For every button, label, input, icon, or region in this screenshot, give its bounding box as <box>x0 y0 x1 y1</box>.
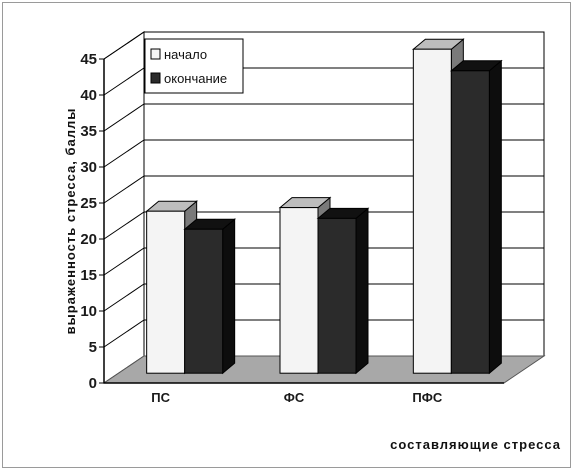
y-tick-label: 35 <box>80 123 97 140</box>
y-tick-label: 40 <box>80 87 97 104</box>
gridline <box>103 31 544 60</box>
x-tick-label: ПФС <box>412 390 442 405</box>
gridlines <box>103 31 544 348</box>
y-tick-labels: 0 5 10 15 20 25 30 35 40 45 <box>80 51 97 392</box>
bar-side <box>222 218 236 375</box>
gridline <box>103 283 544 312</box>
bars <box>145 38 503 375</box>
y-tick-label: 25 <box>80 195 97 212</box>
x-tick-label: ПС <box>151 390 170 405</box>
axes <box>99 58 504 384</box>
x-tick-label: ФС <box>284 390 305 405</box>
bar-front <box>279 207 319 374</box>
gridline <box>103 175 544 204</box>
bar-front <box>184 228 224 374</box>
bar-chart: 0 5 10 15 20 25 30 35 40 45 ПС ФС ПФС выраженность … <box>63 31 561 452</box>
gridline <box>103 211 544 240</box>
y-tick-label: 0 <box>89 375 97 392</box>
bar-front <box>317 217 357 374</box>
bar-side <box>355 207 369 375</box>
bar-side <box>488 59 502 375</box>
bar <box>183 218 237 375</box>
bar-front <box>146 210 186 374</box>
y-tick-label: 15 <box>80 267 97 284</box>
y-tick-label: 45 <box>80 51 97 68</box>
bar <box>316 207 370 375</box>
gridline <box>103 319 544 348</box>
y-tick-label: 30 <box>80 159 97 176</box>
gridline <box>103 139 544 168</box>
x-tick-labels: ПС ФС ПФС <box>151 390 443 405</box>
chart-frame: 0 5 10 15 20 25 30 35 40 45 ПС ФС ПФС выраженность … <box>2 2 571 468</box>
side-wall <box>103 31 145 384</box>
bar-front <box>450 70 490 374</box>
y-tick-label: 20 <box>80 231 97 248</box>
legend-box <box>144 38 244 94</box>
legend: начало окончание <box>144 38 244 94</box>
y-axis-label: выраженность стресса, баллы <box>63 108 78 335</box>
gridline <box>103 103 544 132</box>
bar <box>449 59 503 375</box>
legend-label-okonchanie: окончание <box>164 71 227 86</box>
gridline <box>103 67 544 96</box>
legend-swatch-nachalo <box>150 48 161 60</box>
bar-front <box>412 48 452 374</box>
legend-swatch-okonchanie <box>150 72 161 84</box>
x-axis-label: составляющие стресса <box>390 437 561 452</box>
gridline <box>103 247 544 276</box>
y-tick-label: 10 <box>80 303 97 320</box>
legend-label-nachalo: начало <box>164 47 207 62</box>
y-tick-label: 5 <box>89 339 97 356</box>
